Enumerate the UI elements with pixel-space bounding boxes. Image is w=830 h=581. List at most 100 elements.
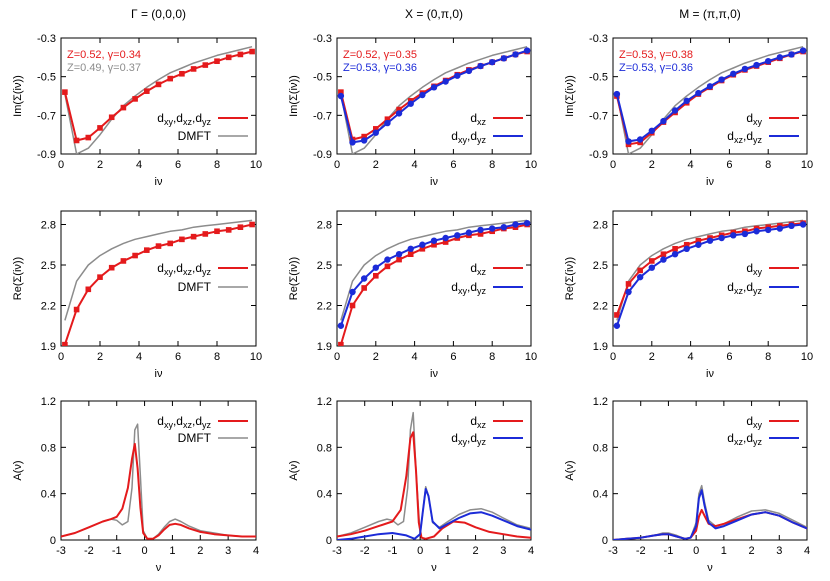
data-point-red <box>179 236 185 243</box>
legend-label-part: xy <box>164 117 174 127</box>
x-tick-label: 6 <box>450 351 456 363</box>
series-line-gray <box>613 484 807 540</box>
legend-label-part: xz <box>477 267 487 277</box>
data-point-red <box>683 241 690 248</box>
data-point-red <box>477 231 484 237</box>
data-point-blue <box>489 58 496 66</box>
data-layer <box>337 219 531 346</box>
series-line-blue <box>613 489 807 540</box>
data-point-blue <box>442 234 449 242</box>
data-point-blue <box>718 234 725 242</box>
data-point-red <box>361 285 367 291</box>
y-tick-label: 2.5 <box>317 260 332 272</box>
plot-frame <box>336 210 532 347</box>
plot-im-2: 0 2 4 6 8 10 -0.3 -0.5 -0.7 -0.9 iν Im(Σ(iν)) M = (π… <box>564 7 813 188</box>
data-point-blue <box>730 232 737 239</box>
x-tick-label: 10 <box>250 351 262 363</box>
x-axis-label: iν <box>155 176 163 188</box>
x-tick-label: 3 <box>500 545 506 557</box>
x-tick-label: 8 <box>765 351 771 363</box>
x-tick-label: -2 <box>636 545 646 557</box>
data-point-blue <box>407 100 414 107</box>
x-tick-label: 8 <box>489 351 495 363</box>
x-tick-label: 2 <box>473 545 479 557</box>
data-point-blue <box>372 129 379 136</box>
x-axis-label: ν <box>707 562 713 574</box>
x-axis-label: iν <box>155 368 163 380</box>
y-tick-label: -0.9 <box>37 149 56 161</box>
legend-label-part: d <box>746 261 753 275</box>
x-tick-label: 2 <box>649 351 655 363</box>
data-point-blue <box>625 288 632 296</box>
data-point-red <box>132 252 138 259</box>
legend-label-part: xy <box>458 437 468 447</box>
legend-label: DMFT <box>178 129 212 143</box>
annotation-text: Z=0.53, γ=0.38 <box>619 49 693 61</box>
legend-label: DMFT <box>178 431 212 445</box>
x-tick-label: -3 <box>56 545 66 557</box>
legend-label-part: xy <box>458 286 468 296</box>
x-tick-label: 0 <box>58 351 64 363</box>
data-point-red <box>396 106 402 113</box>
data-point-blue <box>349 139 356 146</box>
data-point-blue <box>512 51 519 58</box>
x-tick-label: 2 <box>97 159 103 171</box>
x-tick-label: 1 <box>169 545 175 557</box>
x-tick-label: 6 <box>450 159 456 171</box>
data-point-red <box>202 62 209 68</box>
legend-label: dxz,dyz <box>727 129 762 145</box>
data-point-blue <box>419 91 426 99</box>
data-point-blue <box>465 67 473 75</box>
y-tick-label: 2.8 <box>317 220 332 232</box>
x-tick-label: -1 <box>112 545 122 557</box>
y-tick-label: -0.3 <box>589 33 608 45</box>
data-point-blue <box>500 224 508 231</box>
y-tick-label: 0 <box>326 535 332 547</box>
y-tick-label: -0.7 <box>313 110 332 122</box>
data-point-blue <box>765 58 772 65</box>
data-point-red <box>155 81 162 88</box>
legend-label-part: DMFT <box>178 431 212 445</box>
legend-label-part: DMFT <box>178 129 212 143</box>
data-point-blue <box>489 225 496 232</box>
series-line-red <box>63 223 253 345</box>
data-point-blue <box>384 119 391 127</box>
legend-label-part: xy <box>164 267 174 277</box>
data-point-red <box>120 104 127 111</box>
data-point-blue <box>648 127 655 134</box>
data-point-red <box>361 133 367 140</box>
data-point-red <box>190 66 197 72</box>
data-point-blue <box>695 241 702 248</box>
legend-label-part: xz <box>734 286 744 296</box>
data-point-red <box>349 302 356 309</box>
legend-label-part: ,d <box>743 431 753 445</box>
y-tick-label: 0.8 <box>317 442 332 454</box>
data-point-blue <box>753 61 760 69</box>
annotation-text: Z=0.52, γ=0.34 <box>67 49 141 61</box>
data-point-red <box>373 126 379 132</box>
y-tick-label: -0.7 <box>37 110 56 122</box>
data-point-blue <box>337 92 345 100</box>
x-tick-label: 4 <box>412 159 418 171</box>
series-line-gray <box>616 219 804 321</box>
y-tick-label: -0.9 <box>313 149 332 161</box>
legend-label-part: xz <box>183 117 193 127</box>
x-tick-label: 4 <box>412 351 418 363</box>
y-tick-label: 0.4 <box>41 489 56 501</box>
data-point-blue <box>384 256 391 263</box>
data-layer <box>337 411 531 540</box>
x-tick-label: 4 <box>528 545 534 557</box>
y-tick-label: 1.2 <box>41 396 56 408</box>
legend-label: dxy,dxz,dyz <box>157 261 211 277</box>
x-axis-label: ν <box>156 562 162 574</box>
y-tick-label: 0.4 <box>593 489 608 501</box>
data-layer <box>613 219 807 329</box>
data-point-blue <box>788 222 795 230</box>
data-point-blue <box>799 47 807 54</box>
legend-label-part: ,d <box>467 280 477 294</box>
y-tick-label: 2.5 <box>593 260 608 272</box>
data-point-blue <box>799 221 807 228</box>
